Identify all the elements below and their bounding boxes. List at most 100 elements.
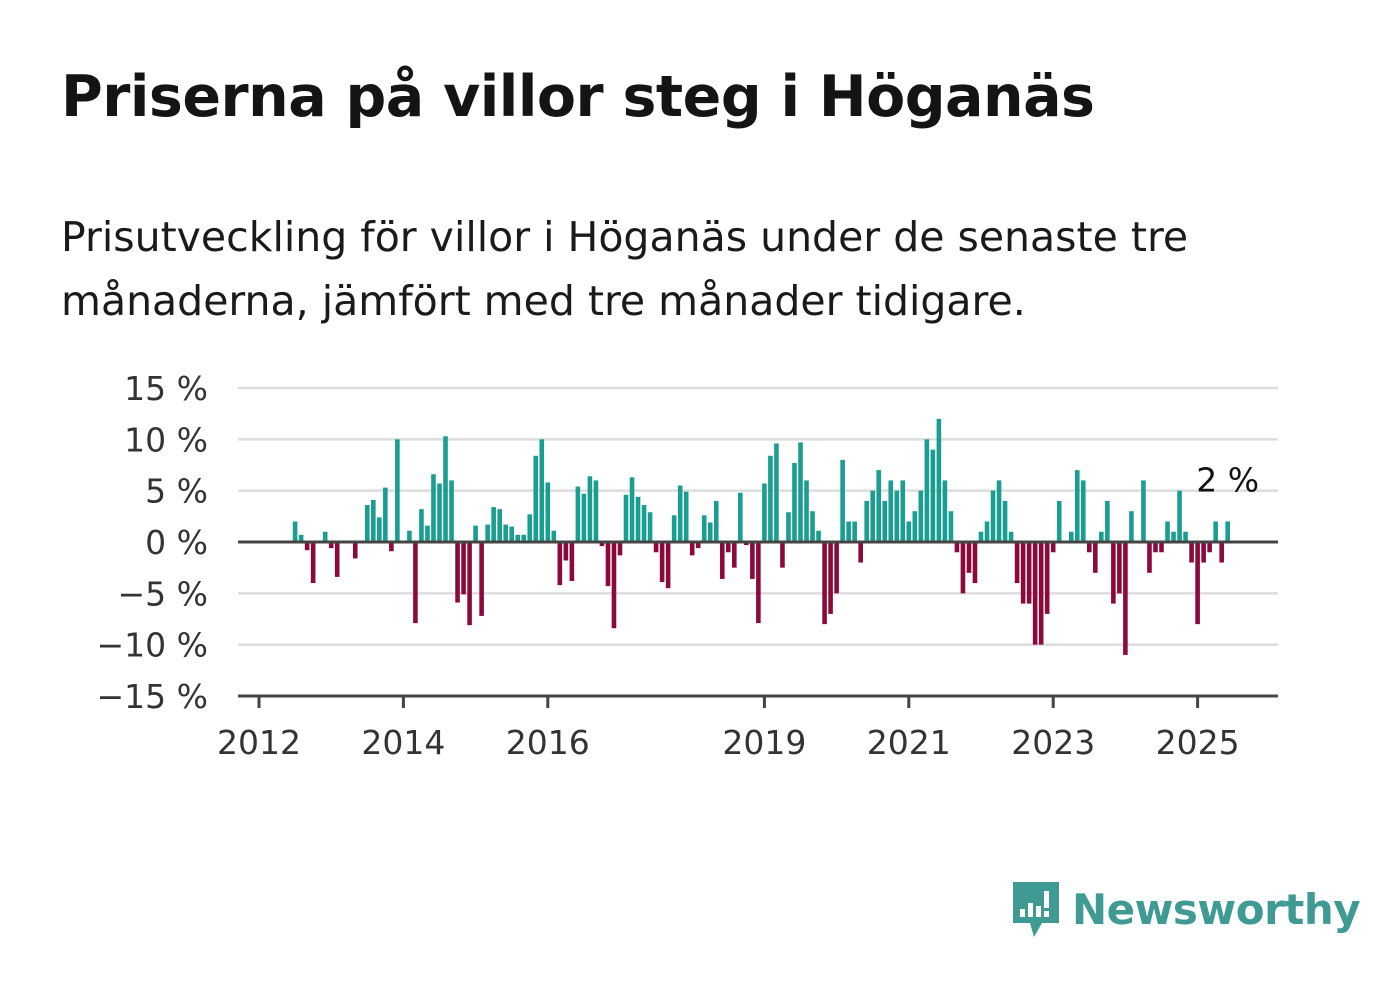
bar xyxy=(1147,542,1152,573)
bar xyxy=(292,521,298,542)
x-tick-label: 2014 xyxy=(361,723,445,762)
bar xyxy=(515,534,521,542)
bar xyxy=(304,542,310,551)
bar xyxy=(1225,521,1230,542)
bar xyxy=(503,524,508,542)
bar xyxy=(816,530,821,542)
tick-labels: 15 % 10 % 5 % 0 % −5 % −10 % −15 %2012 2014 2016… xyxy=(97,369,1240,762)
bar xyxy=(407,530,412,542)
y-tick-label: 15 % xyxy=(124,369,208,408)
bar xyxy=(383,487,388,542)
bar xyxy=(677,485,683,542)
bar xyxy=(810,511,815,542)
bar xyxy=(1183,531,1188,542)
bar xyxy=(389,542,394,552)
bar xyxy=(858,542,863,563)
bar xyxy=(1056,500,1062,542)
bar xyxy=(1129,511,1134,542)
bar xyxy=(1207,542,1212,553)
x-tick-label: 2012 xyxy=(217,723,301,762)
bar xyxy=(328,542,334,549)
bar xyxy=(713,500,719,542)
bar xyxy=(310,542,316,584)
last-value-annotation: 2 % xyxy=(1196,460,1259,499)
bar xyxy=(1219,542,1224,563)
bar xyxy=(587,476,593,542)
bar xyxy=(485,524,490,542)
bar xyxy=(792,462,797,542)
bar xyxy=(689,542,695,556)
bar xyxy=(1111,542,1116,604)
bar xyxy=(738,492,743,542)
bar xyxy=(1171,531,1176,542)
bar xyxy=(1201,542,1206,563)
bar xyxy=(822,542,827,625)
bar xyxy=(1165,521,1170,542)
bar xyxy=(798,442,803,542)
bar xyxy=(611,542,617,629)
bar xyxy=(395,439,400,542)
bar xyxy=(539,439,545,542)
y-tick-label: 10 % xyxy=(124,420,208,459)
bar xyxy=(978,531,984,542)
bar xyxy=(1093,542,1098,573)
bar xyxy=(1123,542,1128,655)
bar xyxy=(695,542,701,549)
bar xyxy=(473,525,478,542)
bar xyxy=(707,522,713,542)
bar xyxy=(780,542,785,568)
x-tick-label: 2021 xyxy=(867,723,951,762)
bar xyxy=(623,494,629,542)
axes xyxy=(238,540,1278,708)
bar xyxy=(521,534,527,542)
bar xyxy=(828,542,833,614)
bar xyxy=(413,542,418,624)
bar xyxy=(1008,531,1014,542)
bar xyxy=(936,418,942,542)
chart-title: Priserna på villor steg i Höganäs xyxy=(61,64,1095,130)
bar xyxy=(870,490,875,542)
bar xyxy=(467,542,472,626)
bar xyxy=(942,480,948,542)
bar xyxy=(846,521,851,542)
bar xyxy=(924,439,930,542)
bar xyxy=(449,480,454,542)
bar xyxy=(906,521,912,542)
bar xyxy=(876,470,882,542)
bar xyxy=(864,500,869,542)
bar xyxy=(1153,542,1158,553)
bar xyxy=(509,526,514,542)
bar xyxy=(756,542,761,624)
bar xyxy=(852,521,857,542)
bar xyxy=(497,509,502,542)
bars xyxy=(292,418,1230,655)
bar xyxy=(575,486,581,542)
bar xyxy=(671,515,677,542)
bar xyxy=(629,477,635,542)
bar xyxy=(1032,542,1038,645)
bar xyxy=(683,491,689,542)
bar xyxy=(1074,470,1080,542)
bar xyxy=(726,542,731,553)
bar xyxy=(1141,480,1146,542)
x-tick-label: 2025 xyxy=(1156,723,1240,762)
bar xyxy=(900,480,906,542)
bar xyxy=(948,511,954,542)
y-tick-label: 0 % xyxy=(145,523,208,562)
bar xyxy=(840,459,845,542)
bar xyxy=(719,542,725,579)
bar xyxy=(377,517,382,542)
bar xyxy=(1189,542,1194,563)
bar xyxy=(1020,542,1026,604)
bar xyxy=(1099,531,1104,542)
bar xyxy=(768,455,773,542)
bar xyxy=(1014,542,1020,584)
bar xyxy=(750,542,755,579)
bar xyxy=(443,436,448,542)
bar xyxy=(371,499,376,542)
bar xyxy=(918,490,924,542)
y-tick-label: −10 % xyxy=(97,626,209,665)
bar xyxy=(599,542,605,547)
bar xyxy=(966,542,972,573)
